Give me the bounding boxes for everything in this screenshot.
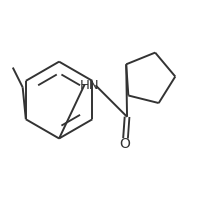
Text: HN: HN [80,79,99,92]
Text: O: O [120,137,131,151]
